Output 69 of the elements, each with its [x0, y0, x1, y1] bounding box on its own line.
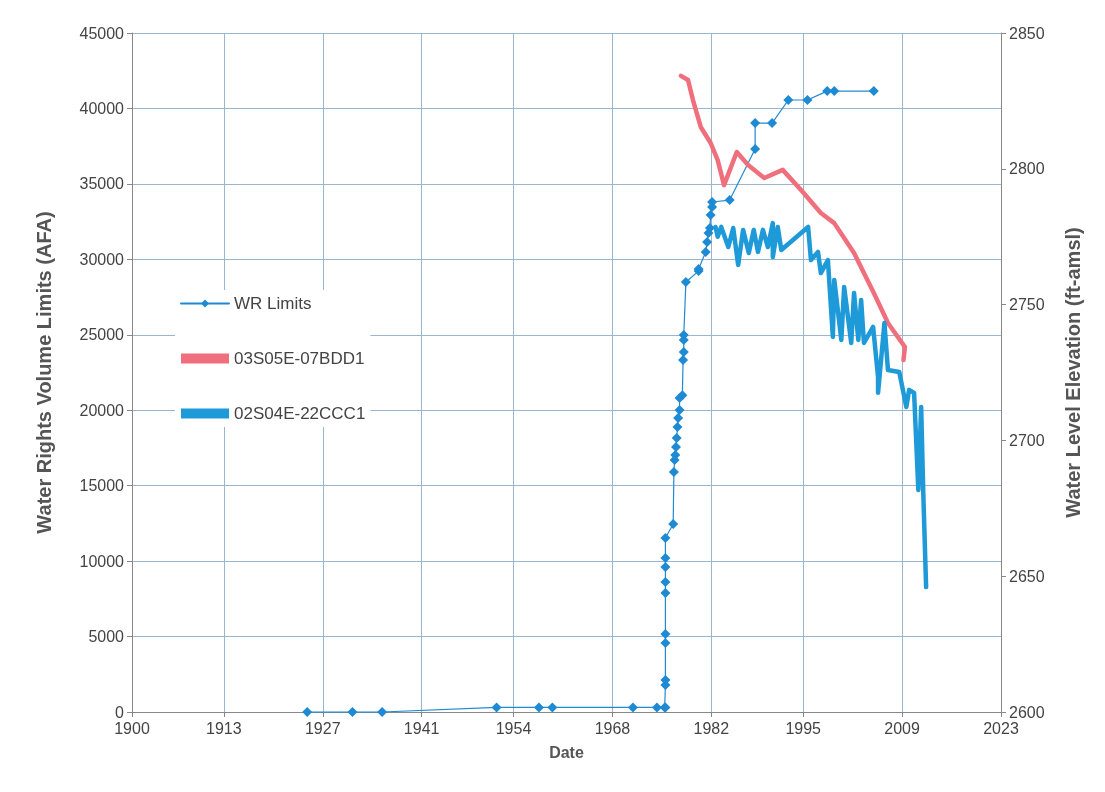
x-tick-label: 1941 [403, 719, 440, 737]
point [700, 247, 711, 258]
y-tick-label: 10000 [79, 552, 125, 570]
x-tick-label: 1982 [693, 719, 730, 737]
y-tick-label: 45000 [79, 24, 125, 42]
x-tick-label: 1927 [304, 719, 341, 737]
point [660, 576, 671, 587]
point [660, 638, 671, 649]
point [802, 94, 813, 105]
y2-tick-label: 2850 [1009, 24, 1045, 42]
point [671, 432, 682, 443]
point [750, 144, 761, 155]
point [783, 94, 794, 105]
x-tick-label: 2009 [884, 719, 920, 737]
point [377, 707, 388, 717]
legend-label: 02S04E-22CCC1 [234, 404, 366, 423]
point [673, 413, 684, 424]
point [668, 518, 679, 529]
y2-tick-label: 2600 [1009, 703, 1045, 721]
x-tick-label: 1995 [785, 719, 822, 737]
point [491, 702, 502, 713]
point [660, 562, 671, 572]
y2-tick-label: 2750 [1009, 296, 1045, 314]
x-tick-label: 1913 [206, 719, 242, 737]
y-tick-label: 5000 [88, 628, 125, 646]
y-tick-label: 20000 [79, 401, 125, 419]
legend-label: WR Limits [234, 294, 312, 313]
point [672, 421, 683, 432]
x-tick-label: 2023 [983, 719, 1019, 737]
point [678, 354, 689, 365]
point [674, 405, 685, 416]
y-tick-label: 40000 [79, 99, 125, 117]
point [651, 702, 662, 713]
x-tick-label: 1954 [495, 719, 532, 737]
point [705, 209, 716, 220]
point [547, 702, 558, 713]
point [671, 442, 682, 453]
point [533, 702, 544, 713]
y2-tick-label: 2650 [1009, 567, 1045, 585]
point [347, 707, 358, 717]
x-tick-label: 1968 [594, 719, 631, 737]
point [702, 236, 713, 247]
y-axis-title: Water Rights Volume Limits (AFA) [33, 211, 55, 534]
x-axis-title: Date [549, 743, 584, 761]
point [660, 553, 671, 564]
point [668, 467, 679, 478]
y2-tick-label: 2800 [1009, 160, 1045, 178]
y2-axis-title: Water Level Elevation (ft-amsl) [1062, 227, 1084, 518]
y-tick-label: 0 [115, 703, 125, 721]
point [660, 628, 671, 639]
point [750, 118, 761, 129]
point [724, 195, 735, 206]
line-series [678, 73, 908, 363]
point [829, 86, 840, 97]
y-tick-label: 30000 [79, 250, 125, 268]
point [680, 276, 691, 287]
point [767, 118, 778, 129]
point [302, 707, 313, 717]
y2-tick-label: 2700 [1009, 431, 1045, 449]
point [660, 587, 671, 598]
y-tick-label: 25000 [79, 326, 125, 344]
point [627, 702, 638, 713]
point [868, 86, 879, 97]
legend-label: 03S05E-07BDD1 [234, 349, 365, 368]
y-tick-label: 15000 [79, 477, 125, 495]
point [660, 533, 671, 544]
x-tick-label: 1900 [114, 719, 150, 737]
point [678, 346, 689, 357]
y-tick-label: 35000 [79, 175, 125, 193]
